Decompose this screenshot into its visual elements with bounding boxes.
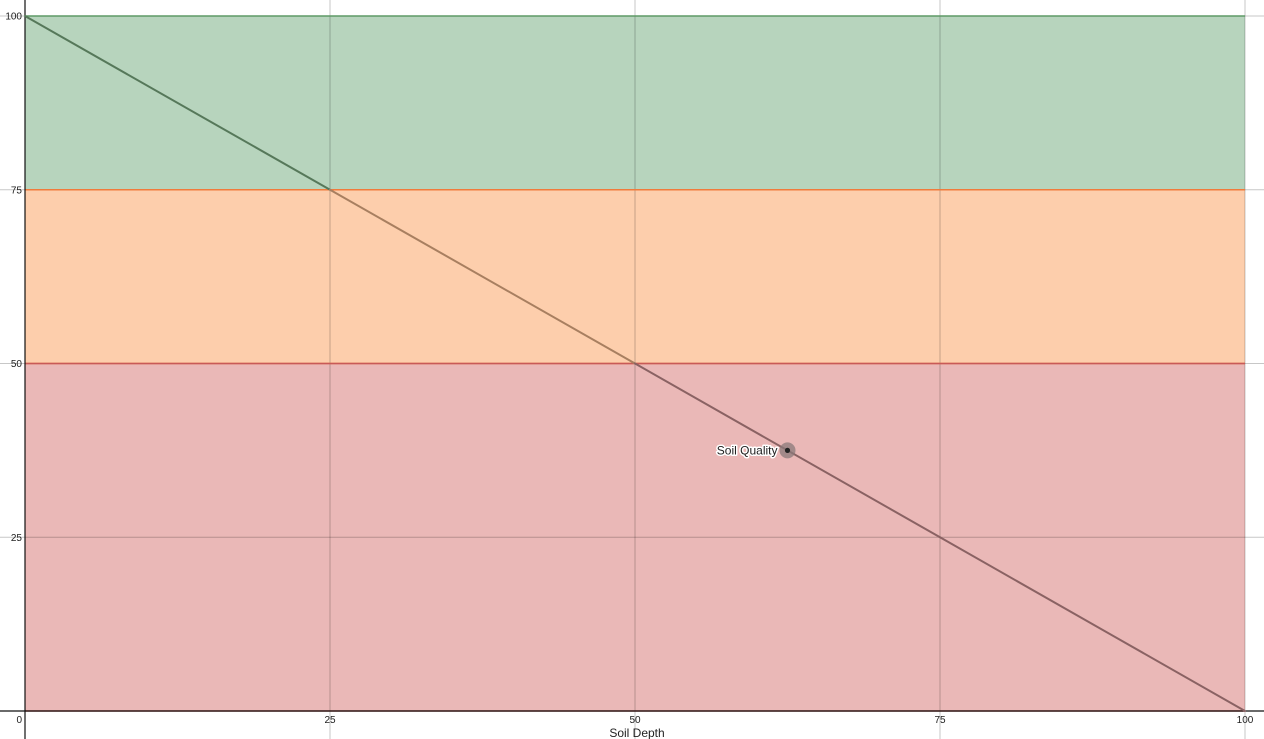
series-0-segment-1 (329, 188, 636, 365)
series-0-segment-3 (939, 536, 1246, 712)
x-tick-label: 50 (629, 715, 641, 726)
x-tick-label: 100 (1237, 715, 1254, 726)
tick-label-layer: 0 25 50 75 100 25 50 75 100 (5, 12, 1253, 727)
band-0 (25, 16, 1245, 190)
x-axis-title: Soil Depth (609, 726, 664, 739)
band-layer (25, 16, 1245, 711)
x-tick-label: 75 (934, 715, 946, 726)
band-1 (25, 189, 1245, 364)
points-layer: Soil Quality (715, 442, 796, 459)
x-tick-label: 0 (16, 715, 22, 726)
x-tick-label: 25 (324, 715, 336, 726)
series-0-segment-0 (24, 15, 331, 191)
point-label: Soil Quality (717, 443, 778, 457)
y-tick-label: 50 (11, 359, 23, 370)
band-2 (25, 363, 1245, 711)
y-tick-label: 25 (11, 533, 23, 544)
y-tick-label: 100 (5, 12, 22, 23)
point-marker (784, 447, 791, 453)
y-tick-label: 75 (11, 185, 23, 196)
